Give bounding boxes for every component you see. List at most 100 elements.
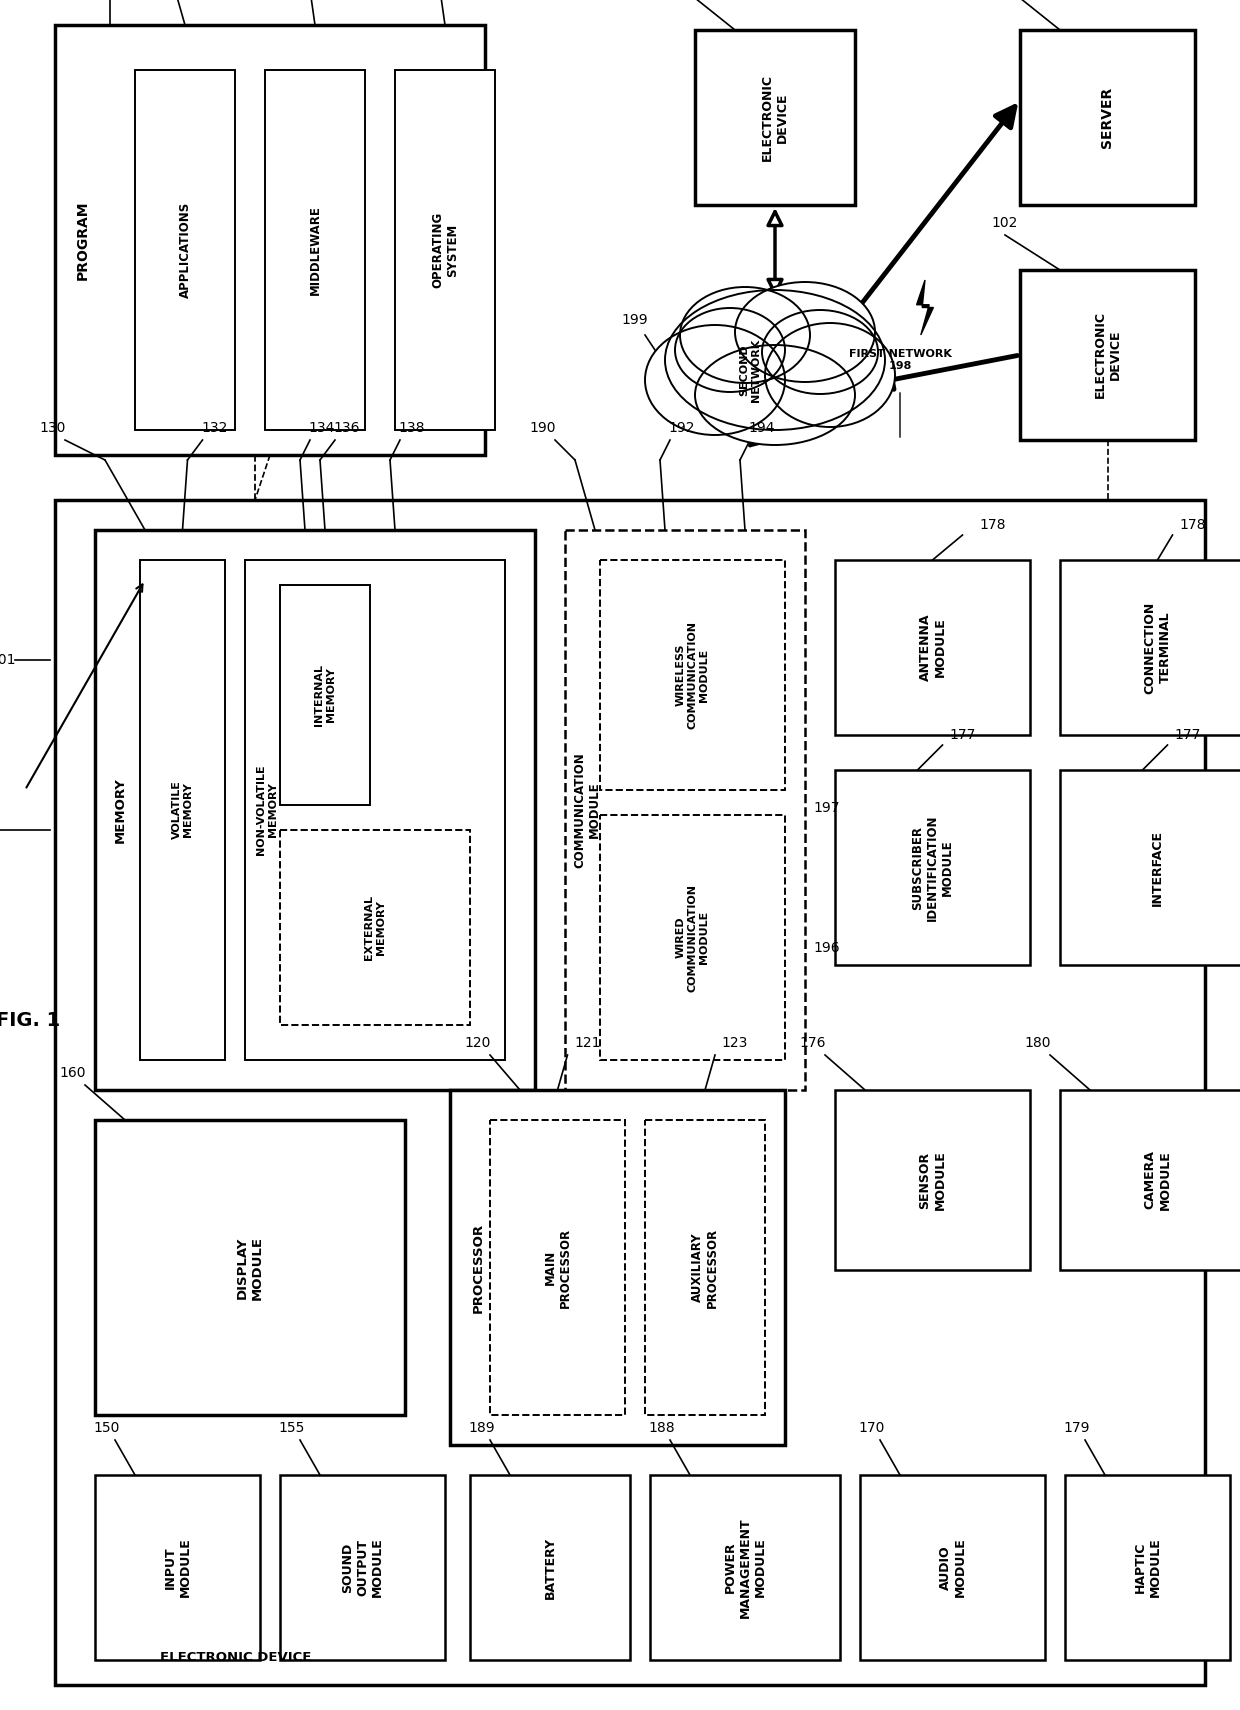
- Text: DISPLAY
MODULE: DISPLAY MODULE: [236, 1236, 264, 1300]
- Text: MIDDLEWARE: MIDDLEWARE: [309, 205, 321, 294]
- Text: 188: 188: [649, 1421, 676, 1435]
- Bar: [450, 1089, 785, 1445]
- Bar: [280, 1476, 445, 1660]
- Bar: [280, 585, 370, 805]
- Bar: [135, 70, 236, 429]
- Text: 178: 178: [980, 518, 1006, 532]
- Text: SUBSCRIBER
IDENTIFICATION
MODULE: SUBSCRIBER IDENTIFICATION MODULE: [911, 814, 954, 920]
- Text: 120: 120: [465, 1036, 491, 1050]
- Text: PROCESSOR: PROCESSOR: [471, 1223, 485, 1313]
- Text: ELECTRONIC DEVICE: ELECTRONIC DEVICE: [160, 1650, 311, 1664]
- Text: ELECTRONIC
DEVICE: ELECTRONIC DEVICE: [761, 74, 789, 161]
- Bar: [265, 70, 365, 429]
- Text: INTERNAL
MEMORY: INTERNAL MEMORY: [314, 663, 336, 727]
- Text: INPUT
MODULE: INPUT MODULE: [164, 1537, 191, 1597]
- Bar: [835, 1089, 1030, 1271]
- Bar: [95, 1476, 260, 1660]
- Text: POWER
MANAGEMENT
MODULE: POWER MANAGEMENT MODULE: [723, 1517, 766, 1618]
- Polygon shape: [916, 280, 934, 335]
- Bar: [1060, 770, 1240, 964]
- Text: 134: 134: [309, 421, 335, 434]
- Text: CAMERA
MODULE: CAMERA MODULE: [1143, 1151, 1172, 1211]
- Bar: [1060, 1089, 1240, 1271]
- Text: AUDIO
MODULE: AUDIO MODULE: [939, 1537, 966, 1597]
- Bar: [140, 559, 224, 1060]
- Text: NON-VOLATILE
MEMORY: NON-VOLATILE MEMORY: [257, 764, 278, 855]
- Text: MEMORY: MEMORY: [114, 776, 126, 843]
- Text: EXTERNAL
MEMORY: EXTERNAL MEMORY: [365, 894, 386, 959]
- Text: VOLATILE
MEMORY: VOLATILE MEMORY: [171, 780, 193, 840]
- Text: 194: 194: [749, 421, 775, 434]
- Bar: [1065, 1476, 1230, 1660]
- Bar: [600, 559, 785, 790]
- Text: CONNECTION
TERMINAL: CONNECTION TERMINAL: [1143, 602, 1172, 694]
- Text: 197: 197: [813, 800, 841, 816]
- Text: AUXILIARY
PROCESSOR: AUXILIARY PROCESSOR: [691, 1228, 719, 1308]
- Bar: [835, 770, 1030, 964]
- Text: SECOND
NETWORK: SECOND NETWORK: [739, 339, 761, 402]
- Bar: [1021, 270, 1195, 439]
- Ellipse shape: [765, 323, 895, 428]
- Text: SENSOR
MODULE: SENSOR MODULE: [919, 1151, 946, 1211]
- Text: ANTENNA
MODULE: ANTENNA MODULE: [919, 614, 946, 681]
- Bar: [1021, 31, 1195, 205]
- Text: 130: 130: [40, 421, 66, 434]
- Bar: [396, 70, 495, 429]
- Text: SOUND
OUTPUT
MODULE: SOUND OUTPUT MODULE: [341, 1537, 384, 1597]
- Text: 179: 179: [1064, 1421, 1090, 1435]
- Bar: [55, 26, 485, 455]
- Ellipse shape: [665, 291, 885, 429]
- Ellipse shape: [763, 310, 878, 393]
- Text: MAIN
PROCESSOR: MAIN PROCESSOR: [543, 1228, 572, 1308]
- Text: 160: 160: [60, 1065, 87, 1081]
- Ellipse shape: [694, 345, 856, 445]
- Text: COMMUNICATION
MODULE: COMMUNICATION MODULE: [573, 752, 601, 869]
- Text: ELECTRONIC
DEVICE: ELECTRONIC DEVICE: [1094, 311, 1121, 398]
- Bar: [1060, 559, 1240, 735]
- Text: 123: 123: [722, 1036, 748, 1050]
- Text: FIRST NETWORK
198: FIRST NETWORK 198: [848, 349, 951, 371]
- Text: WIRED
COMMUNICATION
MODULE: WIRED COMMUNICATION MODULE: [676, 884, 709, 992]
- Ellipse shape: [735, 282, 875, 381]
- Text: 190: 190: [529, 421, 557, 434]
- Text: PROGRAM: PROGRAM: [76, 200, 91, 280]
- Text: 177: 177: [1174, 728, 1200, 742]
- Ellipse shape: [645, 325, 785, 434]
- Text: 150: 150: [94, 1421, 120, 1435]
- Text: 196: 196: [813, 941, 841, 954]
- Text: FIG. 1: FIG. 1: [0, 1011, 60, 1029]
- Text: SERVER: SERVER: [1101, 87, 1115, 149]
- Text: APPLICATIONS: APPLICATIONS: [179, 202, 191, 298]
- Text: 170: 170: [859, 1421, 885, 1435]
- Text: 192: 192: [668, 421, 696, 434]
- Bar: [861, 1476, 1045, 1660]
- Text: 177: 177: [950, 728, 976, 742]
- Text: 138: 138: [399, 421, 425, 434]
- Bar: [470, 1476, 630, 1660]
- Bar: [694, 31, 856, 205]
- Bar: [95, 1120, 405, 1414]
- Bar: [95, 530, 534, 1089]
- Text: 101: 101: [0, 653, 16, 667]
- Text: 199: 199: [621, 313, 649, 327]
- Text: INTERFACE: INTERFACE: [1151, 829, 1164, 906]
- Text: WIRELESS
COMMUNICATION
MODULE: WIRELESS COMMUNICATION MODULE: [676, 621, 709, 728]
- Bar: [490, 1120, 625, 1414]
- Text: 155: 155: [279, 1421, 305, 1435]
- Text: 132: 132: [201, 421, 228, 434]
- Ellipse shape: [680, 287, 810, 383]
- Bar: [600, 816, 785, 1060]
- Ellipse shape: [675, 308, 785, 392]
- Text: 180: 180: [1024, 1036, 1052, 1050]
- Bar: [645, 1120, 765, 1414]
- Text: 176: 176: [800, 1036, 826, 1050]
- Text: OPERATING
SYSTEM: OPERATING SYSTEM: [432, 212, 459, 287]
- Text: BATTERY: BATTERY: [543, 1537, 557, 1599]
- Text: 102: 102: [992, 215, 1018, 231]
- Text: HAPTIC
MODULE: HAPTIC MODULE: [1133, 1537, 1162, 1597]
- Bar: [650, 1476, 839, 1660]
- Bar: [55, 499, 1205, 1684]
- Text: 178: 178: [1179, 518, 1205, 532]
- Bar: [835, 559, 1030, 735]
- Bar: [246, 559, 505, 1060]
